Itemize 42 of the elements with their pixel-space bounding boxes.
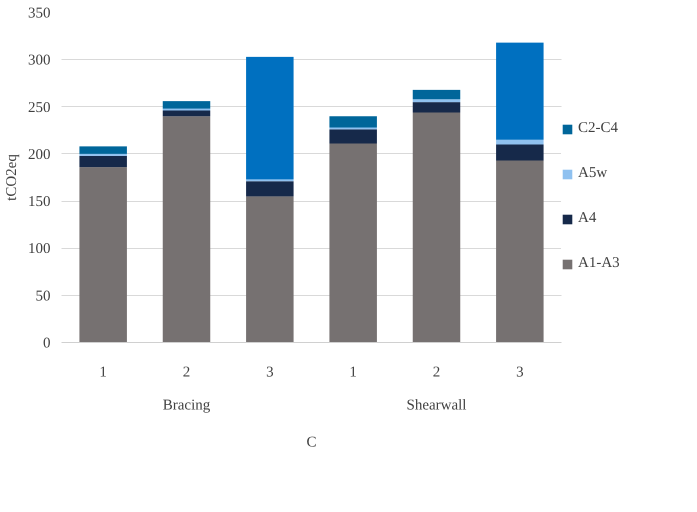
bar — [246, 196, 294, 342]
x-tick-label: 3 — [266, 364, 274, 380]
y-tick-label: 250 — [28, 100, 50, 116]
x-tick-label: 1 — [99, 364, 107, 380]
bar — [79, 167, 127, 342]
bar — [496, 42, 544, 140]
bar — [329, 129, 377, 144]
bar — [496, 160, 544, 342]
bar — [79, 156, 127, 168]
bar — [412, 112, 460, 342]
x-tick-label: 2 — [182, 364, 190, 380]
y-tick-label: 100 — [28, 241, 50, 258]
y-tick-label: 350 — [28, 6, 50, 22]
y-tick-label: 50 — [36, 288, 50, 304]
bar — [79, 146, 127, 154]
legend-label: C2-C4 — [578, 120, 618, 137]
bar — [246, 56, 294, 180]
bar — [412, 90, 460, 100]
text: Bracing — [162, 398, 211, 414]
x-tick-label: 3 — [516, 364, 524, 380]
y-tick-label: 300 — [28, 52, 50, 69]
bar — [162, 116, 210, 342]
legend-label: A1-A3 — [578, 255, 620, 272]
y-tick-label: 0 — [43, 336, 50, 352]
text: Shearwall — [406, 398, 466, 414]
bar — [496, 140, 544, 144]
legend-label: A5w — [578, 165, 608, 182]
bar — [412, 99, 460, 102]
y-tick-label: 150 — [28, 194, 50, 210]
bar — [496, 144, 544, 161]
x-tick-label: 1 — [349, 364, 357, 380]
legend-label: A4 — [578, 210, 598, 227]
y-tick-label: 200 — [28, 146, 50, 163]
bar — [246, 181, 294, 196]
x-tick-label: 2 — [432, 364, 440, 380]
bar — [162, 110, 210, 116]
y-axis-title: tCO2eq — [4, 154, 20, 201]
bar — [329, 116, 377, 128]
bar — [329, 144, 377, 342]
bar — [162, 101, 210, 109]
bar — [412, 102, 460, 112]
x-axis-title: C — [306, 434, 317, 450]
